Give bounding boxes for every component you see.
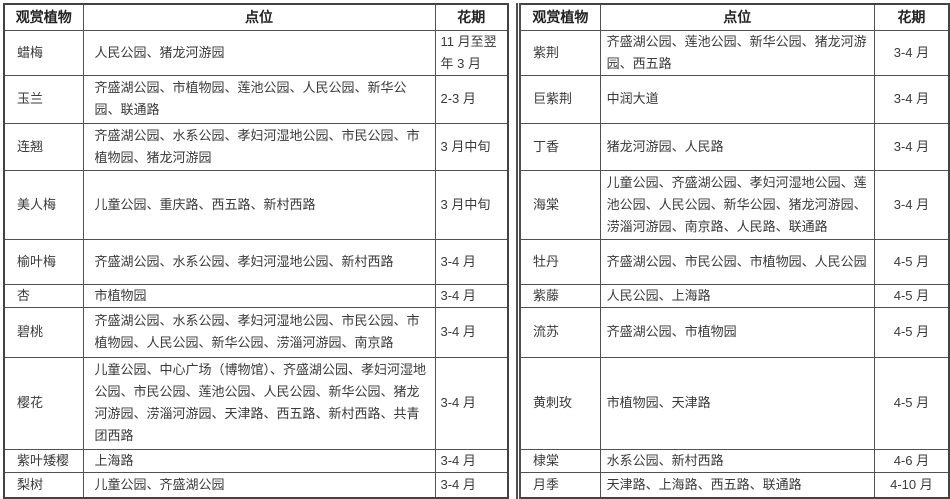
location-cell: 齐盛湖公园、市植物园、莲池公园、人民公园、新华公园、联通路 [82, 74, 436, 124]
period-cell: 4-10 月 [873, 471, 950, 499]
plant-cell: 黄刺玫 [518, 356, 601, 450]
plant-cell: 巨紫荆 [518, 74, 601, 124]
location-cell: 市植物园 [82, 283, 436, 308]
table-row: 紫荆 齐盛湖公园、莲池公园、新华公园、猪龙河游园、西五路 3-4 月 [518, 29, 950, 76]
location-cell: 水系公园、新村西路 [599, 448, 875, 473]
period-cell: 3-4 月 [873, 74, 950, 124]
location-cell: 齐盛湖公园、莲池公园、新华公园、猪龙河游园、西五路 [599, 29, 875, 76]
period-cell: 4-6 月 [873, 448, 950, 473]
plant-cell: 连翘 [3, 122, 84, 171]
header-location: 点位 [82, 3, 436, 31]
table-row: 黄刺玫 市植物园、天津路 4-5 月 [518, 356, 950, 450]
plant-cell: 蜡梅 [3, 29, 84, 76]
period-cell: 4-5 月 [873, 356, 950, 450]
plant-cell: 紫荆 [518, 29, 601, 76]
plant-cell: 樱花 [3, 356, 84, 450]
table-row: 丁香 猪龙河游园、人民路 3-4 月 [518, 122, 950, 171]
period-cell: 3-4 月 [434, 283, 509, 308]
location-cell: 猪龙河游园、人民路 [599, 122, 875, 171]
table-row: 榆叶梅 齐盛湖公园、水系公园、孝妇河湿地公园、新村西路 3-4 月 [3, 238, 509, 285]
table-row: 牡丹 齐盛湖公园、市民公园、市植物园、人民公园 4-5 月 [518, 238, 950, 285]
table-row: 连翘 齐盛湖公园、水系公园、孝妇河湿地公园、市民公园、市植物园、猪龙河游园 3 月中… [3, 122, 509, 171]
flower-table-right: 观赏植物 点位 花期 紫荆 齐盛湖公园、莲池公园、新华公园、猪龙河游园、西五路 3-… [516, 3, 950, 499]
table-row: 月季 天津路、上海路、西五路、联通路 4-10 月 [518, 471, 950, 499]
period-cell: 3-4 月 [434, 238, 509, 285]
plant-cell: 丁香 [518, 122, 601, 171]
flowering-schedule-table: 观赏植物 点位 花期 蜡梅 人民公园、猪龙河游园 11 月至翌年 3 月玉兰 齐盛湖公… [3, 3, 950, 499]
period-cell: 11 月至翌年 3 月 [434, 29, 509, 76]
location-cell: 天津路、上海路、西五路、联通路 [599, 471, 875, 499]
location-cell: 儿童公园、齐盛湖公园、孝妇河湿地公园、莲池公园、人民公园、新华公园、猪龙河游园、… [599, 169, 875, 240]
period-cell: 3-4 月 [434, 306, 509, 358]
period-cell: 3-4 月 [434, 448, 509, 473]
period-cell: 3-4 月 [873, 29, 950, 76]
table-row: 樱花 儿童公园、中心广场（博物馆）、齐盛湖公园、孝妇河湿地公园、市民公园、莲池公园… [3, 356, 509, 450]
period-cell: 3-4 月 [434, 471, 509, 499]
period-cell: 3 月中旬 [434, 169, 509, 240]
flower-table-left: 观赏植物 点位 花期 蜡梅 人民公园、猪龙河游园 11 月至翌年 3 月玉兰 齐盛湖公… [3, 3, 509, 499]
table-row: 碧桃 齐盛湖公园、水系公园、孝妇河湿地公园、市民公园、市植物园、人民公园、新华公园… [3, 306, 509, 358]
period-cell: 3-4 月 [873, 169, 950, 240]
table-row: 海棠 儿童公园、齐盛湖公园、孝妇河湿地公园、莲池公园、人民公园、新华公园、猪龙河游… [518, 169, 950, 240]
plant-cell: 杏 [3, 283, 84, 308]
header-row: 观赏植物 点位 花期 [3, 3, 509, 31]
plant-cell: 榆叶梅 [3, 238, 84, 285]
plant-cell: 玉兰 [3, 74, 84, 124]
plant-cell: 紫叶矮樱 [3, 448, 84, 473]
location-cell: 齐盛湖公园、水系公园、孝妇河湿地公园、市民公园、市植物园、人民公园、新华公园、涝… [82, 306, 436, 358]
location-cell: 齐盛湖公园、水系公园、孝妇河湿地公园、新村西路 [82, 238, 436, 285]
plant-cell: 棣棠 [518, 448, 601, 473]
table-row: 玉兰 齐盛湖公园、市植物园、莲池公园、人民公园、新华公园、联通路 2-3 月 [3, 74, 509, 124]
plant-cell: 海棠 [518, 169, 601, 240]
table-row: 紫叶矮樱 上海路 3-4 月 [3, 448, 509, 473]
period-cell: 4-5 月 [873, 283, 950, 308]
table-row: 杏市植物园 3-4 月 [3, 283, 509, 308]
header-period: 花期 [434, 3, 509, 31]
location-cell: 上海路 [82, 448, 436, 473]
period-cell: 2-3 月 [434, 74, 509, 124]
plant-cell: 梨树 [3, 471, 84, 499]
plant-cell: 碧桃 [3, 306, 84, 358]
period-cell: 4-5 月 [873, 306, 950, 358]
period-cell: 3 月中旬 [434, 122, 509, 171]
plant-cell: 紫藤 [518, 283, 601, 308]
header-plant: 观赏植物 [3, 3, 84, 31]
period-cell: 3-4 月 [434, 356, 509, 450]
plant-cell: 月季 [518, 471, 601, 499]
location-cell: 儿童公园、齐盛湖公园 [82, 471, 436, 499]
location-cell: 市植物园、天津路 [599, 356, 875, 450]
header-location: 点位 [599, 3, 875, 31]
location-cell: 儿童公园、重庆路、西五路、新村西路 [82, 169, 436, 240]
plant-cell: 牡丹 [518, 238, 601, 285]
period-cell: 3-4 月 [873, 122, 950, 171]
table-row: 蜡梅 人民公园、猪龙河游园 11 月至翌年 3 月 [3, 29, 509, 76]
plant-cell: 美人梅 [3, 169, 84, 240]
table-row: 紫藤 人民公园、上海路 4-5 月 [518, 283, 950, 308]
location-cell: 齐盛湖公园、市植物园 [599, 306, 875, 358]
table-row: 美人梅 儿童公园、重庆路、西五路、新村西路 3 月中旬 [3, 169, 509, 240]
location-cell: 中润大道 [599, 74, 875, 124]
location-cell: 齐盛湖公园、水系公园、孝妇河湿地公园、市民公园、市植物园、猪龙河游园 [82, 122, 436, 171]
plant-cell: 流苏 [518, 306, 601, 358]
table-row: 流苏 齐盛湖公园、市植物园 4-5 月 [518, 306, 950, 358]
table-row: 梨树 儿童公园、齐盛湖公园 3-4 月 [3, 471, 509, 499]
location-cell: 人民公园、猪龙河游园 [82, 29, 436, 76]
header-period: 花期 [873, 3, 950, 31]
location-cell: 人民公园、上海路 [599, 283, 875, 308]
location-cell: 齐盛湖公园、市民公园、市植物园、人民公园 [599, 238, 875, 285]
table-row: 棣棠 水系公园、新村西路 4-6 月 [518, 448, 950, 473]
header-row: 观赏植物 点位 花期 [518, 3, 950, 31]
header-plant: 观赏植物 [518, 3, 601, 31]
location-cell: 儿童公园、中心广场（博物馆）、齐盛湖公园、孝妇河湿地公园、市民公园、莲池公园、人… [82, 356, 436, 450]
table-row: 巨紫荆 中润大道 3-4 月 [518, 74, 950, 124]
period-cell: 4-5 月 [873, 238, 950, 285]
